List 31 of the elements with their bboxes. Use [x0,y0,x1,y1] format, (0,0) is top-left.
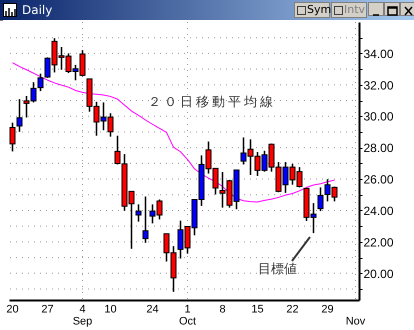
candlestick [38,72,44,92]
annotation: 目標値 [258,261,297,278]
y-tick-label: 26.00 [364,172,394,187]
x-tick-label: 24 [146,304,159,316]
y-tick-label: 34.00 [364,46,394,61]
candlestick [318,186,324,212]
toggle-button: Sym [294,2,330,18]
x-tick-label: 4 Sep [72,304,92,328]
x-tick-label: Nov [346,316,366,328]
x-tick-label: 22 [286,304,299,316]
x-tick-label: 20 [6,304,19,316]
candlestick [16,98,22,133]
series-label: ２０日移動平均線 [148,94,276,111]
x-tick-label: 10 [104,304,117,316]
toggle-button: Intv [331,2,367,18]
y-tick-label: 22.00 [364,235,394,250]
y-tick-label: 32.00 [364,78,394,92]
y-tick-label: 30.00 [364,110,394,124]
x-tick-label: 1 Oct [178,304,196,328]
y-tick-label: 24.00 [364,204,394,218]
y-tick-label: 20.00 [364,266,394,281]
x-tick-label: 8 [219,304,226,316]
x-tick-label: 27 [41,304,54,316]
candlestick [136,204,142,222]
candlestick [10,122,16,152]
x-tick-label: 29 [321,304,334,316]
candlestick [142,196,148,244]
y-tick-label: 28.00 [364,141,394,156]
line-series [12,62,335,202]
x-tick-label: 15 [251,304,264,316]
chart-title: Daily [22,2,52,19]
